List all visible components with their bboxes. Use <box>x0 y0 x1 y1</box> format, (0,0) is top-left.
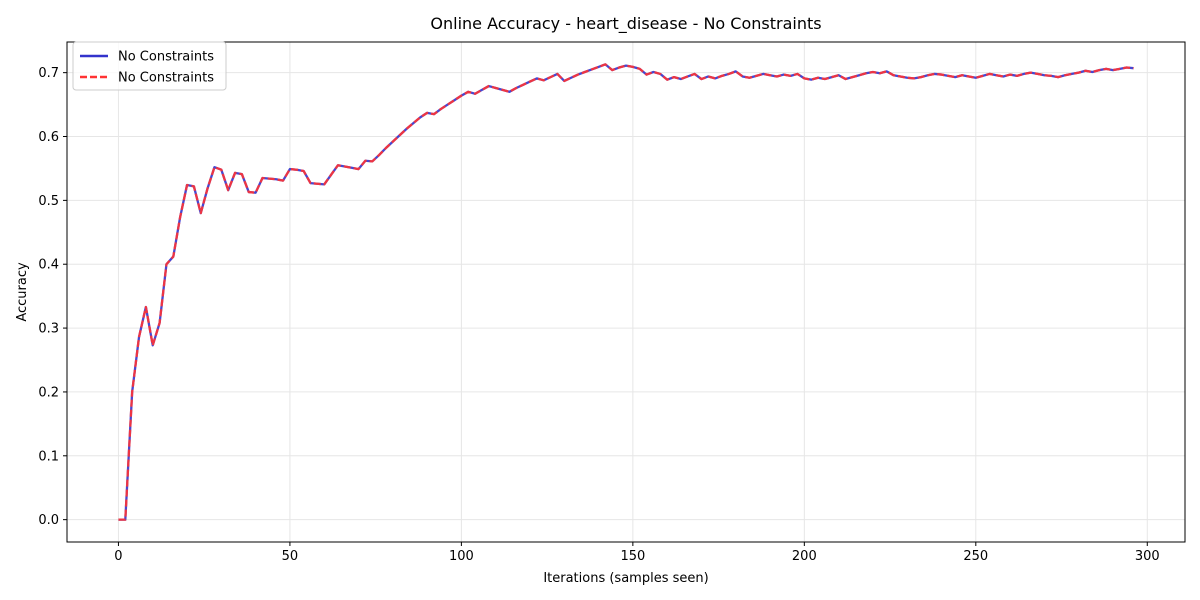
x-tick-label: 100 <box>449 549 474 564</box>
axis-ticks: 0 50 100 150 200 250 300 0.0 0.1 0.2 0.3 0.4 0.5 0.6 0… <box>38 66 1159 564</box>
x-tick-label: 200 <box>792 549 817 564</box>
x-tick-label: 50 <box>282 549 299 564</box>
legend-box <box>72 41 227 91</box>
y-tick-label: 0.7 <box>38 66 59 81</box>
y-tick-label: 0.3 <box>38 322 59 337</box>
y-tick-label: 0.4 <box>38 258 59 273</box>
legend-label-2: No Constraints <box>118 71 214 86</box>
x-tick-label: 250 <box>963 549 988 564</box>
legend-label-1: No Constraints <box>118 50 214 65</box>
series-lines <box>118 63 1134 521</box>
y-tick-label: 0.0 <box>38 513 59 528</box>
x-tick-label: 0 <box>114 549 122 564</box>
grid <box>67 42 1185 542</box>
series-line-2 <box>118 63 1134 521</box>
x-axis-title: Iterations (samples seen) <box>543 571 708 586</box>
y-tick-label: 0.6 <box>38 130 59 145</box>
y-axis-title: Accuracy <box>15 262 30 322</box>
x-tick-label: 300 <box>1135 549 1160 564</box>
y-tick-label: 0.5 <box>38 194 59 209</box>
chart-title: Online Accuracy - heart_disease - No Con… <box>430 14 821 34</box>
x-tick-label: 150 <box>620 549 645 564</box>
legend: No Constraints No Constraints <box>72 41 227 91</box>
y-tick-label: 0.2 <box>38 385 59 400</box>
y-tick-label: 0.1 <box>38 449 59 464</box>
plot-area-frame <box>66 41 1186 543</box>
